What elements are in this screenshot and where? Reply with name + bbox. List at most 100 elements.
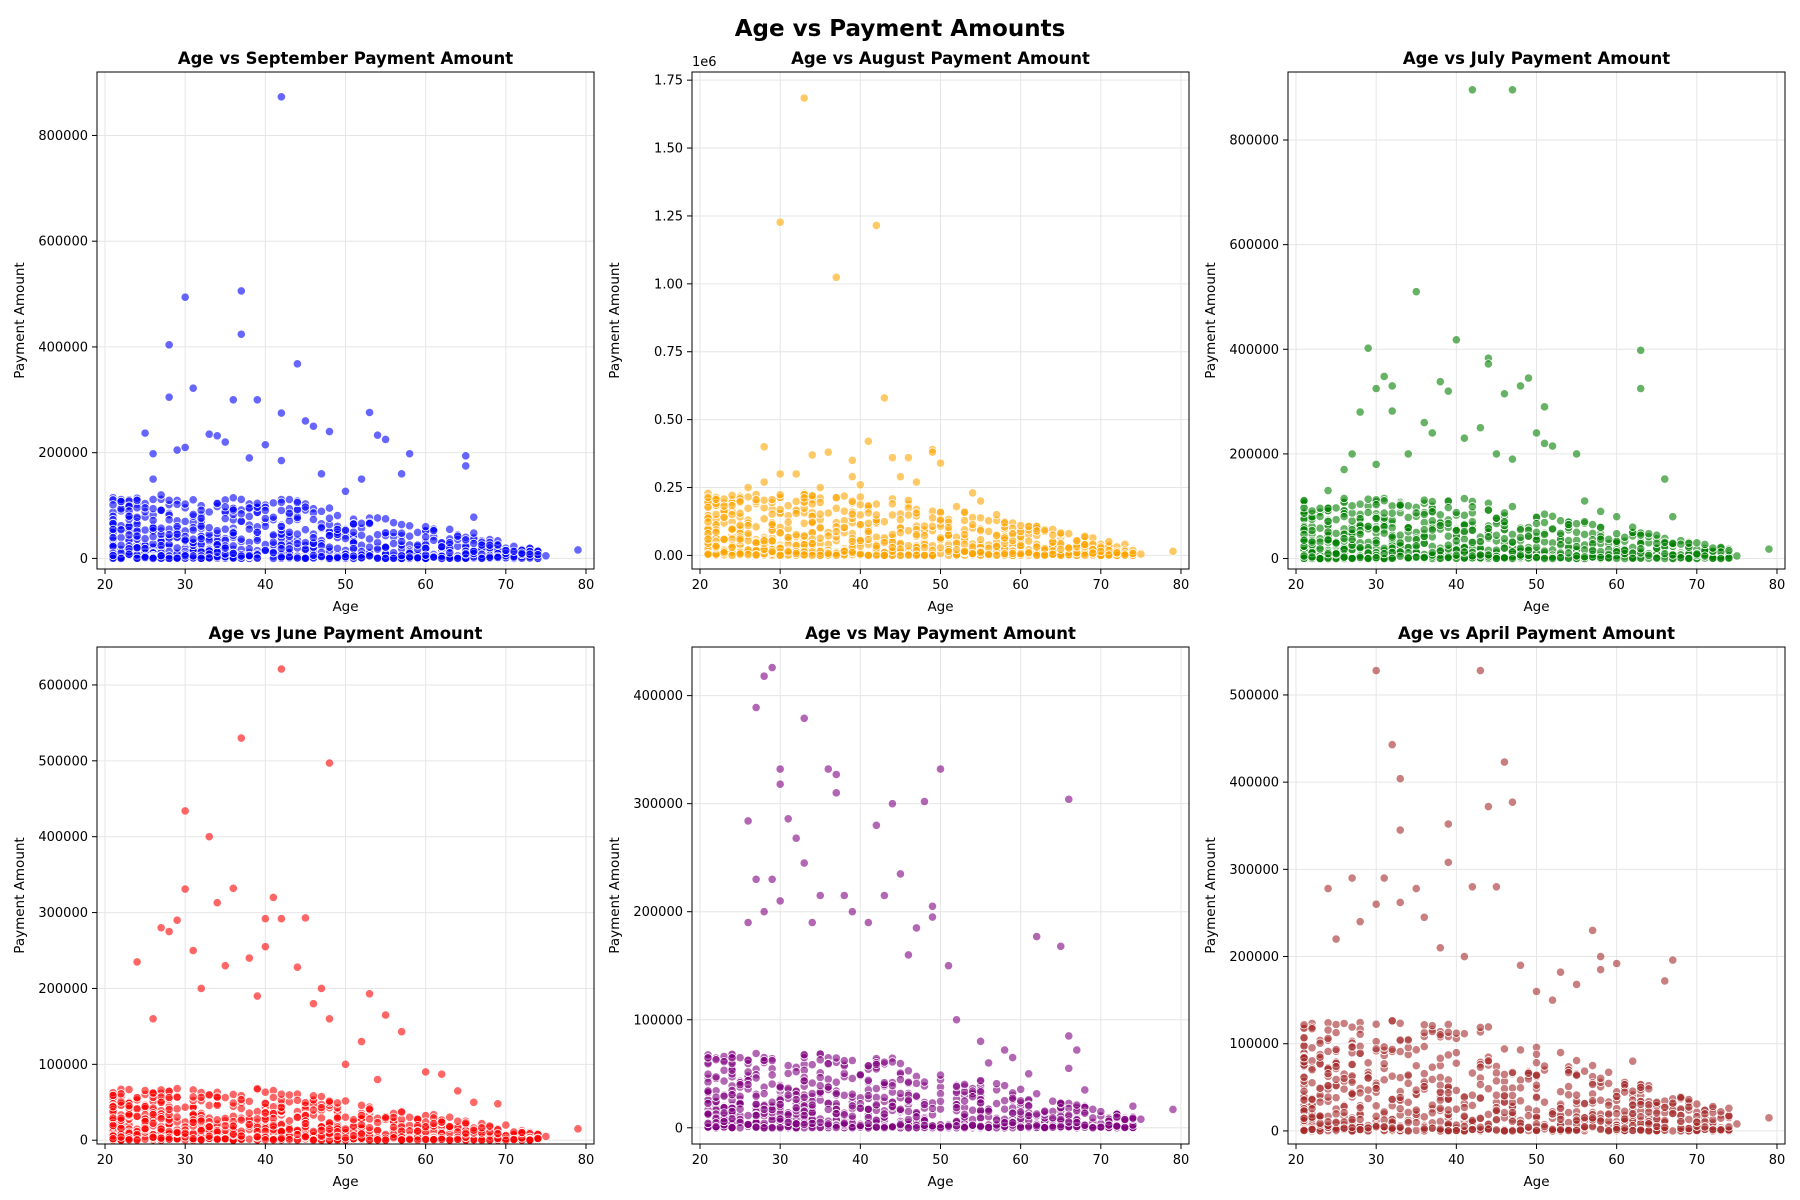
scatter-point bbox=[703, 517, 713, 527]
scatter-point bbox=[1435, 553, 1445, 564]
scatter-point bbox=[204, 429, 214, 439]
x-axis-label: Age bbox=[1523, 599, 1549, 615]
scatter-point bbox=[759, 536, 769, 546]
scatter-point bbox=[719, 501, 729, 511]
scatter-point bbox=[775, 896, 785, 906]
scatter-point bbox=[767, 874, 777, 884]
scatter-point bbox=[799, 493, 809, 503]
scatter-point bbox=[871, 541, 881, 551]
scatter-point bbox=[236, 551, 246, 561]
scatter-point bbox=[300, 1118, 311, 1129]
scatter-point bbox=[911, 508, 922, 518]
scatter-point bbox=[1339, 544, 1349, 555]
scatter-point bbox=[1579, 529, 1590, 540]
scatter-point bbox=[783, 1110, 793, 1120]
scatter-point bbox=[196, 983, 206, 994]
scatter-point bbox=[316, 1125, 327, 1135]
scatter-point bbox=[148, 1088, 158, 1098]
scatter-point bbox=[260, 1108, 270, 1118]
x-tick-label: 20 bbox=[1288, 578, 1305, 593]
scatter-point bbox=[356, 1129, 367, 1139]
scatter-point bbox=[1112, 1112, 1122, 1122]
scatter-point bbox=[992, 550, 1002, 560]
scatter-point bbox=[783, 1060, 793, 1071]
scatter-point bbox=[1547, 553, 1558, 564]
scatter-point bbox=[975, 547, 986, 558]
scatter-point bbox=[927, 1103, 938, 1114]
scatter-point bbox=[164, 340, 174, 350]
scatter-point bbox=[316, 1103, 327, 1113]
scatter-point bbox=[132, 495, 142, 505]
scatter-point bbox=[935, 543, 946, 553]
scatter-point bbox=[1168, 546, 1178, 556]
scatter-point bbox=[1507, 501, 1518, 512]
scatter-point bbox=[252, 1084, 262, 1094]
scatter-point bbox=[148, 1118, 158, 1128]
scatter-point bbox=[1088, 1104, 1098, 1114]
scatter-point bbox=[719, 1116, 729, 1127]
scatter-point bbox=[1684, 538, 1694, 548]
x-tick-label: 60 bbox=[1012, 578, 1029, 593]
scatter-point bbox=[959, 515, 970, 526]
scatter-point bbox=[429, 552, 439, 562]
scatter-point bbox=[1379, 548, 1389, 559]
scatter-point bbox=[759, 477, 769, 487]
scatter-point bbox=[276, 92, 286, 102]
scatter-point bbox=[108, 550, 118, 561]
scatter-point bbox=[759, 1055, 769, 1066]
scatter-point bbox=[839, 546, 849, 556]
scatter-point bbox=[1056, 1122, 1066, 1132]
scatter-point bbox=[903, 1095, 914, 1105]
scatter-point bbox=[236, 494, 246, 505]
scatter-point bbox=[388, 1122, 399, 1132]
scatter-point bbox=[1120, 1122, 1130, 1133]
scatter-point bbox=[172, 521, 182, 532]
scatter-point bbox=[935, 764, 946, 774]
scatter-point bbox=[775, 1114, 785, 1124]
y-tick-label: 800000 bbox=[1229, 134, 1279, 149]
scatter-point bbox=[1000, 1104, 1010, 1114]
scatter-point bbox=[1724, 546, 1734, 556]
scatter-point bbox=[767, 1123, 777, 1133]
scatter-point bbox=[1531, 535, 1542, 545]
scatter-point bbox=[501, 545, 511, 556]
scatter-point bbox=[831, 503, 841, 513]
scatter-point bbox=[292, 962, 303, 972]
scatter-point bbox=[1088, 1113, 1098, 1123]
scatter-point bbox=[1507, 537, 1518, 547]
scatter-point bbox=[188, 534, 198, 544]
scatter-point bbox=[1411, 552, 1421, 562]
scatter-point bbox=[975, 1098, 986, 1108]
grid bbox=[692, 72, 1189, 569]
scatter-point bbox=[887, 1122, 898, 1132]
scatter-point bbox=[839, 1090, 849, 1100]
scatter-point bbox=[220, 543, 230, 553]
scatter-point bbox=[212, 1134, 222, 1144]
scatter-point bbox=[276, 544, 286, 554]
scatter-point bbox=[156, 923, 166, 933]
x-tick-label: 60 bbox=[417, 578, 434, 593]
scatter-point bbox=[164, 1104, 174, 1115]
scatter-point bbox=[1128, 1113, 1138, 1123]
scatter-point bbox=[815, 533, 825, 543]
scatter-point bbox=[767, 1079, 777, 1089]
scatter-point bbox=[228, 1129, 238, 1139]
scatter-point bbox=[1515, 381, 1526, 391]
scatter-point bbox=[228, 883, 238, 893]
scatter-point bbox=[839, 1056, 849, 1066]
scatter-point bbox=[348, 551, 359, 561]
scatter-point bbox=[332, 552, 343, 562]
scatter-point bbox=[903, 541, 914, 551]
scatter-point bbox=[815, 1117, 825, 1127]
scatter-point bbox=[791, 530, 801, 540]
scatter-point bbox=[308, 550, 319, 560]
scatter-point bbox=[1612, 536, 1622, 546]
scatter-point bbox=[919, 542, 930, 553]
scatter-point bbox=[509, 546, 519, 556]
scatter-point bbox=[364, 1114, 375, 1124]
scatter-point bbox=[799, 93, 809, 103]
scatter-point bbox=[300, 544, 311, 554]
scatter-point bbox=[1507, 553, 1518, 564]
scatter-point bbox=[252, 498, 262, 508]
scatter-point bbox=[324, 1014, 335, 1024]
